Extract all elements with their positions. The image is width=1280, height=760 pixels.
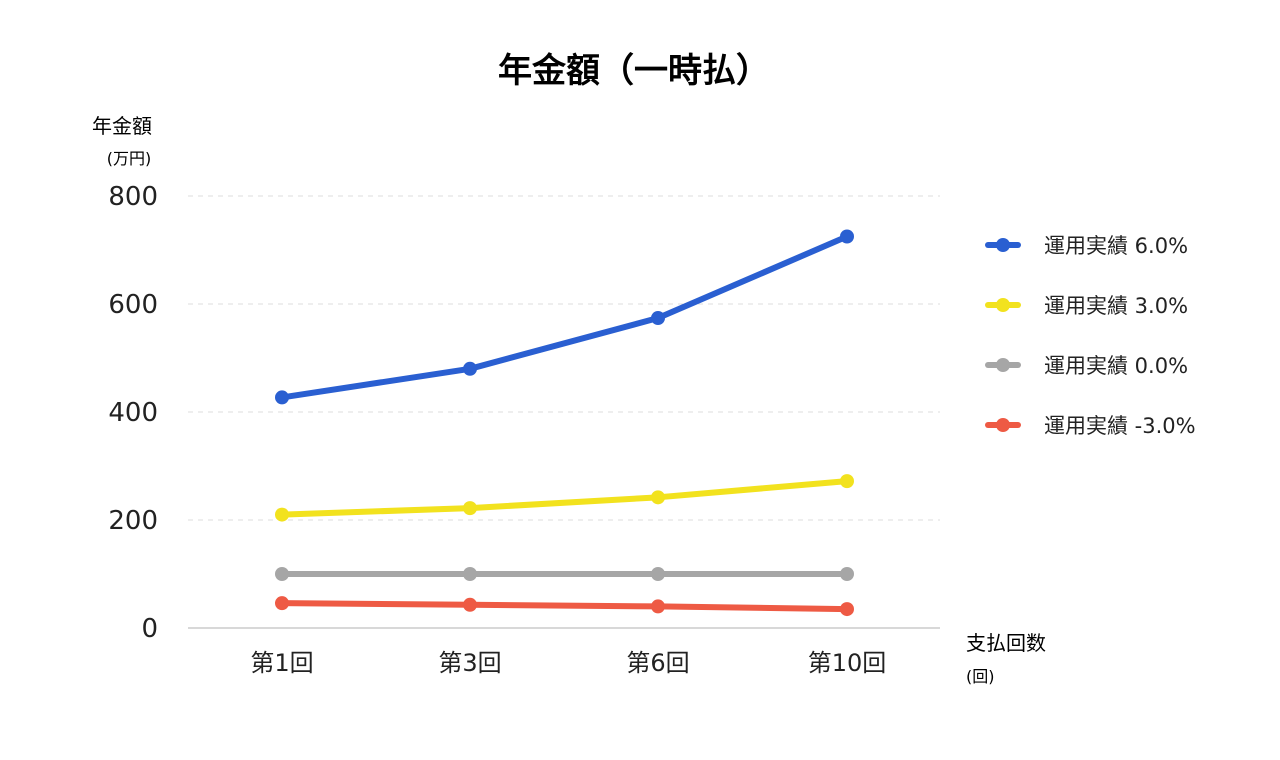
- series-line: [279, 478, 850, 518]
- y-axis-unit: (万円): [107, 149, 152, 168]
- y-tick-labels: 0 200 400 600 800: [108, 182, 158, 644]
- chart-title: 年金額（一時払）: [498, 51, 770, 91]
- x-axis-label: 支払回数: [966, 631, 1046, 655]
- series-line: [279, 600, 850, 613]
- legend-item: 運用実績 6.0%: [985, 234, 1188, 258]
- legend-label: 運用実績 6.0%: [1044, 234, 1188, 258]
- legend-swatch-dot: [996, 238, 1010, 252]
- data-point: [651, 567, 665, 581]
- data-point: [275, 596, 289, 611]
- y-tick-label: 0: [141, 614, 158, 644]
- data-point: [463, 567, 477, 581]
- data-point: [463, 361, 477, 376]
- x-tick-labels: 第1回 第3回 第6回 第10回: [250, 649, 886, 677]
- series-0: [275, 229, 854, 405]
- x-tick-label: 第6回: [626, 649, 689, 677]
- data-point: [463, 597, 477, 612]
- y-tick-label: 600: [108, 290, 158, 320]
- data-point: [651, 490, 665, 505]
- legend-swatch-dot: [996, 358, 1010, 372]
- series-1: [275, 474, 854, 522]
- data-point: [275, 390, 289, 405]
- legend-swatch-dot: [996, 298, 1010, 312]
- series-line: [279, 233, 850, 401]
- data-point: [840, 602, 854, 617]
- legend-label: 運用実績 3.0%: [1044, 294, 1188, 318]
- series-2: [275, 567, 854, 581]
- legend-label: 運用実績 0.0%: [1044, 354, 1188, 378]
- data-point: [840, 474, 854, 489]
- legend-swatch-dot: [996, 418, 1010, 432]
- x-tick-label: 第10回: [808, 649, 887, 677]
- legend-item: 運用実績 0.0%: [985, 354, 1188, 378]
- x-tick-label: 第3回: [438, 649, 501, 677]
- y-tick-label: 200: [108, 506, 158, 536]
- legend-item: 運用実績 3.0%: [985, 294, 1188, 318]
- series-lines: [275, 229, 854, 617]
- x-tick-label: 第1回: [250, 649, 313, 677]
- data-point: [463, 501, 477, 516]
- data-point: [840, 229, 854, 244]
- data-point: [651, 311, 665, 326]
- y-tick-label: 400: [108, 398, 158, 428]
- series-3: [275, 596, 854, 617]
- y-axis-label: 年金額: [92, 114, 152, 138]
- x-axis-unit: (回): [966, 667, 995, 686]
- data-point: [651, 599, 665, 614]
- legend-item: 運用実績 -3.0%: [985, 414, 1196, 438]
- data-point: [840, 567, 854, 581]
- legend-label: 運用実績 -3.0%: [1044, 414, 1196, 438]
- data-point: [275, 507, 289, 522]
- y-tick-label: 800: [108, 182, 158, 212]
- data-point: [275, 567, 289, 581]
- grid-lines: [188, 195, 940, 629]
- legend: 運用実績 6.0% 運用実績 3.0% 運用実績 0.0% 運用実績 -3.0%: [985, 234, 1196, 438]
